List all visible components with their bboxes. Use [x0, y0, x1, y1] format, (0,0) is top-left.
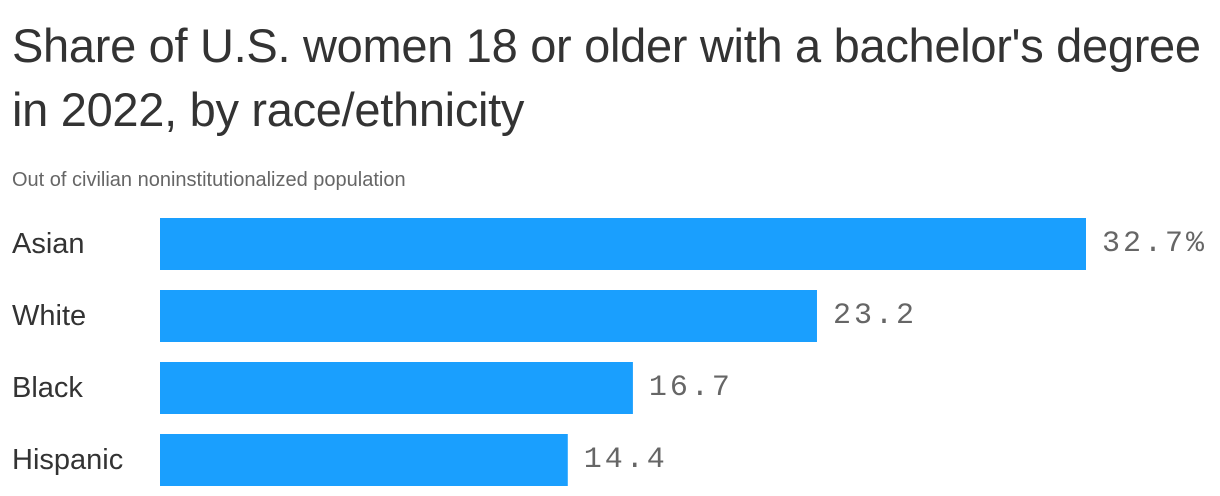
value-label-white: 23.2	[833, 299, 917, 333]
chart-title: Share of U.S. women 18 or older with a b…	[12, 19, 1201, 136]
value-label-black: 16.7	[649, 371, 733, 405]
bar-black	[160, 362, 633, 414]
category-label-asian: Asian	[12, 228, 85, 260]
bar-hispanic	[160, 434, 568, 486]
category-label-black: Black	[12, 372, 83, 404]
bar-white	[160, 290, 817, 342]
category-label-white: White	[12, 300, 86, 332]
value-label-hispanic: 14.4	[584, 443, 668, 477]
chart-subtitle: Out of civilian noninstitutionalized pop…	[12, 169, 406, 191]
bar-asian	[160, 218, 1086, 270]
category-label-hispanic: Hispanic	[12, 444, 123, 476]
value-label-asian: 32.7%	[1102, 227, 1207, 261]
